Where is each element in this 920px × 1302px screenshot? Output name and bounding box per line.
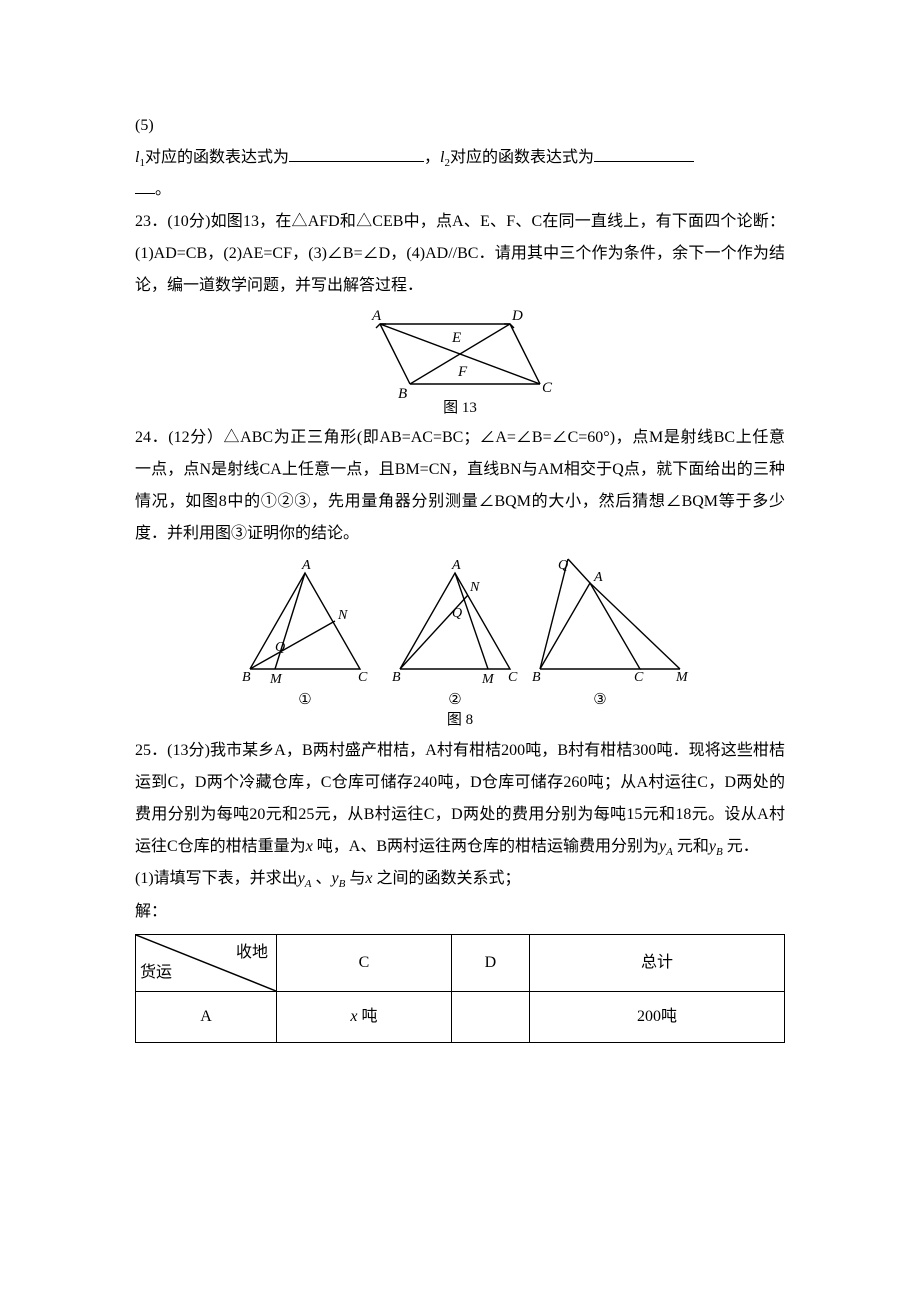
fig13-caption: 图 13 (443, 399, 477, 416)
q25s1-a: (1)请填写下表，并求出 (135, 870, 298, 887)
diag-top: 收地 (236, 937, 268, 969)
q22-comma: ， (424, 149, 440, 166)
q25s1-b: 、 (316, 870, 332, 887)
q22-tail-line: 。 (135, 174, 785, 206)
q25-sub1: (1)请填写下表，并求出yA 、yB 与x 之间的函数关系式； (135, 863, 785, 895)
q22-line: l1对应的函数表达式为，l2对应的函数表达式为 (135, 142, 785, 174)
q22-c: 对应的函数表达式为 (450, 149, 594, 166)
q24-text: 24．(12分）△ABC为正三角形(即AB=AC=BC；∠A=∠B=∠C=60°… (135, 422, 785, 550)
var-yB: y (709, 838, 716, 855)
fig8-2-Q: Q (452, 606, 462, 621)
var-yA2-sub: A (305, 879, 312, 891)
var-yA-sub: A (666, 846, 673, 858)
fig8-3-C: C (634, 670, 644, 685)
fig13-E: E (451, 330, 461, 346)
q25s1-d: 之间的函数关系式； (377, 870, 521, 887)
blank-2 (594, 145, 694, 162)
fig8-3-A: A (593, 570, 603, 585)
blank-3 (135, 177, 155, 194)
q25-c: 元和 (677, 838, 709, 855)
fig8-2-C: C (508, 670, 518, 685)
q25-b: 吨，A、B两村运往两仓库的柑桔运输费用分别为 (317, 838, 659, 855)
fig8-3-B: B (532, 670, 541, 685)
th-total: 总计 (529, 934, 784, 991)
th-c: C (277, 934, 452, 991)
unit-ton: 吨 (361, 1008, 377, 1025)
q25-sol-label: 解： (135, 896, 785, 928)
fig13-D: D (511, 308, 523, 324)
q23-text: 23．(10分)如图13，在△AFD和△CEB中，点A、E、F、C在同一直线上，… (135, 206, 785, 302)
q5-marker: (5) (135, 110, 785, 142)
var-x-1: x (306, 838, 313, 855)
q25-text: 25．(13分)我市某乡A，B两村盛产柑桔，A村有柑桔200吨，B村有柑桔300… (135, 735, 785, 863)
table-diag-header: 收地 货运 (136, 935, 276, 991)
table-row: 收地 货运 C D 总计 (136, 934, 785, 991)
fig13-A: A (371, 308, 382, 324)
page-content: (5) l1对应的函数表达式为，l2对应的函数表达式为 。 23．(10分)如图… (0, 0, 920, 1103)
row-a-c: x 吨 (277, 991, 452, 1042)
row-a-label: A (136, 991, 277, 1042)
fig8-1-B: B (242, 670, 251, 685)
fig8-2-B: B (392, 670, 401, 685)
q25s1-c: 与 (349, 870, 365, 887)
fig13-F: F (457, 364, 468, 380)
var-yA2: y (298, 870, 305, 887)
fig8-3-Q: Q (558, 558, 568, 573)
fig8-num1: ① (298, 692, 311, 708)
q22-a: 对应的函数表达式为 (145, 149, 289, 166)
q22-tail: 。 (155, 181, 171, 198)
figure-13: A D B C E F 图 13 (135, 306, 785, 416)
var-yB2-sub: B (339, 879, 346, 891)
fig8-1-A: A (301, 558, 311, 573)
q25-table: 收地 货运 C D 总计 A x 吨 200吨 (135, 934, 785, 1043)
fig8-2-M: M (481, 672, 495, 687)
row-a-total: 200吨 (529, 991, 784, 1042)
fig8-num2: ② (448, 692, 461, 708)
var-x-2: x (365, 870, 372, 887)
fig13-B: B (398, 386, 407, 402)
fig8-num3: ③ (593, 692, 606, 708)
var-yB2: y (332, 870, 339, 887)
table-row: A x 吨 200吨 (136, 991, 785, 1042)
var-x-3: x (350, 1008, 357, 1025)
fig8-2-A: A (451, 558, 461, 573)
fig8-3-M: M (675, 670, 689, 685)
var-yB-sub: B (716, 846, 723, 858)
row-a-d (451, 991, 529, 1042)
fig13-C: C (542, 380, 553, 396)
fig8-1-M: M (269, 672, 283, 687)
fig8-1-N: N (337, 608, 348, 623)
figure-8: A B C M N Q ① A B C M N Q (135, 554, 785, 729)
fig8-1-C: C (358, 670, 368, 685)
fig8-caption: 图 8 (447, 711, 473, 728)
blank-1 (289, 145, 424, 162)
th-d: D (451, 934, 529, 991)
fig8-2-N: N (469, 580, 480, 595)
q25-d: 元． (727, 838, 759, 855)
diag-bot: 货运 (140, 957, 172, 989)
fig8-1-Q: Q (275, 640, 285, 655)
